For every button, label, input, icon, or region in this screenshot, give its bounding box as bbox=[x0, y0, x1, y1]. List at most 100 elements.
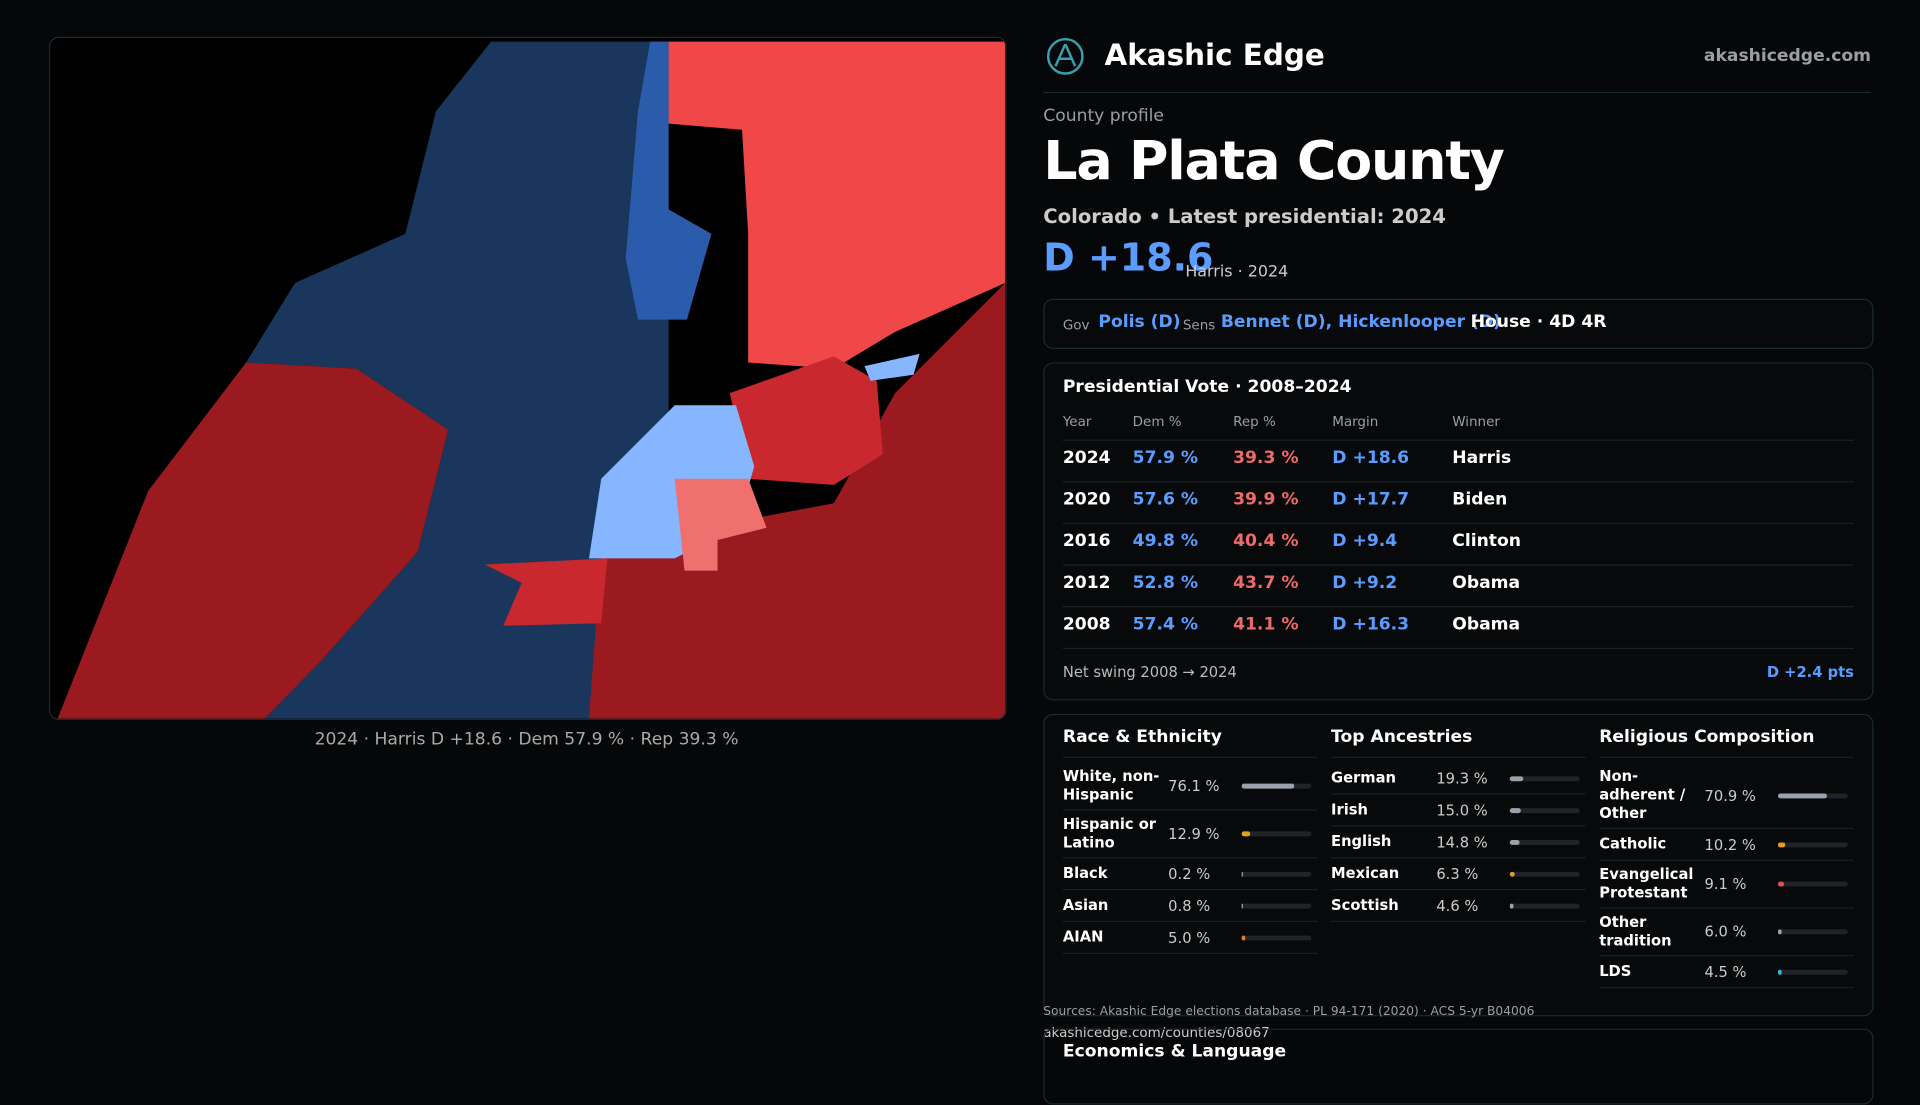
bar bbox=[1778, 882, 1784, 887]
column-header: Margin bbox=[1332, 414, 1378, 430]
bar-track bbox=[1510, 776, 1580, 781]
section-title: Religious Composition bbox=[1599, 727, 1854, 758]
row-divider bbox=[1063, 481, 1854, 482]
table-cell: Obama bbox=[1452, 573, 1520, 593]
bar bbox=[1510, 839, 1520, 844]
demo-name: AIAN bbox=[1063, 928, 1168, 946]
demo-value: 6.0 % bbox=[1705, 923, 1778, 940]
brand: Akashic Edge bbox=[1104, 38, 1324, 72]
demo-name: Other tradition bbox=[1599, 913, 1704, 950]
section-title: Economics & Language bbox=[1063, 1042, 1286, 1062]
demo-value: 6.3 % bbox=[1436, 865, 1509, 882]
demo-name: Non-adherent / Other bbox=[1599, 768, 1704, 823]
demo-value: 5.0 % bbox=[1168, 929, 1241, 946]
map-panel bbox=[49, 37, 1007, 720]
demo-name: German bbox=[1331, 769, 1436, 787]
bar-track bbox=[1778, 969, 1848, 974]
table-cell: 57.9 % bbox=[1133, 448, 1198, 468]
table-cell: 2016 bbox=[1063, 531, 1111, 551]
table-cell: 49.8 % bbox=[1133, 531, 1198, 551]
bar-track bbox=[1242, 871, 1312, 876]
table-cell: 2012 bbox=[1063, 573, 1111, 593]
gov-label: Gov bbox=[1063, 317, 1090, 333]
swing: D +2.4 pts bbox=[1767, 664, 1854, 681]
demo-name: English bbox=[1331, 833, 1436, 851]
table-cell: 41.1 % bbox=[1233, 615, 1298, 635]
sources: Sources: Akashic Edge elections database… bbox=[1043, 1005, 1534, 1018]
table-cell: 40.4 % bbox=[1233, 531, 1298, 551]
demo-name: White, non-Hispanic bbox=[1063, 768, 1168, 805]
demo-name: Hispanic or Latino bbox=[1063, 816, 1168, 853]
sens: Bennet (D), Hickenlooper (D) bbox=[1221, 312, 1501, 332]
demo-name: Irish bbox=[1331, 801, 1436, 819]
sens-label: Sens bbox=[1183, 317, 1215, 333]
demo-value: 9.1 % bbox=[1705, 876, 1778, 893]
table-cell: 2020 bbox=[1063, 490, 1111, 510]
table-cell: 2024 bbox=[1063, 448, 1111, 468]
officials: Gov Polis (D) Sens Bennet (D), Hickenloo… bbox=[1043, 299, 1873, 349]
county-map bbox=[50, 38, 1005, 719]
bar bbox=[1778, 929, 1782, 934]
bar-track bbox=[1242, 903, 1312, 908]
bar bbox=[1778, 842, 1785, 847]
profile-label: County profile bbox=[1043, 107, 1164, 127]
swing-label: Net swing 2008 → 2024 bbox=[1063, 664, 1237, 681]
screen: 2024 · Harris D +18.6 · Dem 57.9 % · Rep… bbox=[0, 0, 1920, 1080]
demo-value: 4.5 % bbox=[1705, 963, 1778, 980]
bar bbox=[1778, 793, 1827, 798]
demo-value: 0.2 % bbox=[1168, 865, 1241, 882]
bar bbox=[1510, 776, 1523, 781]
bar-track bbox=[1510, 839, 1580, 844]
map-region bbox=[864, 354, 919, 381]
demo-value: 70.9 % bbox=[1705, 787, 1778, 804]
demo-name: Scottish bbox=[1331, 896, 1436, 914]
table-cell: 52.8 % bbox=[1133, 573, 1198, 593]
bar bbox=[1510, 808, 1520, 813]
margin-note: Harris · 2024 bbox=[1185, 263, 1288, 281]
bar-track bbox=[1242, 784, 1312, 789]
vote-table: Presidential Vote · 2008–2024 Net swing … bbox=[1043, 362, 1873, 700]
bar-track bbox=[1778, 929, 1848, 934]
bar-track bbox=[1242, 831, 1312, 836]
column-header: Year bbox=[1063, 414, 1092, 430]
domain: akashicedge.com bbox=[1704, 47, 1871, 67]
bar-track bbox=[1510, 808, 1580, 813]
row-divider bbox=[1063, 523, 1854, 524]
demo-name: Asian bbox=[1063, 896, 1168, 914]
table-cell: 39.3 % bbox=[1233, 448, 1298, 468]
table-cell: Biden bbox=[1452, 490, 1507, 510]
page: 2024 · Harris D +18.6 · Dem 57.9 % · Rep… bbox=[0, 0, 1920, 1080]
column-header: Dem % bbox=[1133, 414, 1182, 430]
demo-value: 14.8 % bbox=[1436, 833, 1509, 850]
demo-value: 4.6 % bbox=[1436, 897, 1509, 914]
demo-name: Mexican bbox=[1331, 864, 1436, 882]
demo-column: Religious Composition Non-adherent / Othe… bbox=[1599, 727, 1854, 988]
bar-track bbox=[1510, 903, 1580, 908]
table-cell: 43.7 % bbox=[1233, 573, 1298, 593]
table-cell: Clinton bbox=[1452, 531, 1521, 551]
divider bbox=[1043, 92, 1871, 93]
table-cell: 57.6 % bbox=[1133, 490, 1198, 510]
logo bbox=[1046, 37, 1085, 76]
table-cell: D +9.4 bbox=[1332, 531, 1397, 551]
bar-track bbox=[1778, 793, 1848, 798]
bar bbox=[1510, 871, 1514, 876]
bar bbox=[1510, 903, 1513, 908]
section-title: Top Ancestries bbox=[1331, 727, 1586, 758]
row-divider bbox=[1063, 648, 1854, 649]
map-region bbox=[669, 42, 1006, 369]
bar bbox=[1242, 784, 1295, 789]
